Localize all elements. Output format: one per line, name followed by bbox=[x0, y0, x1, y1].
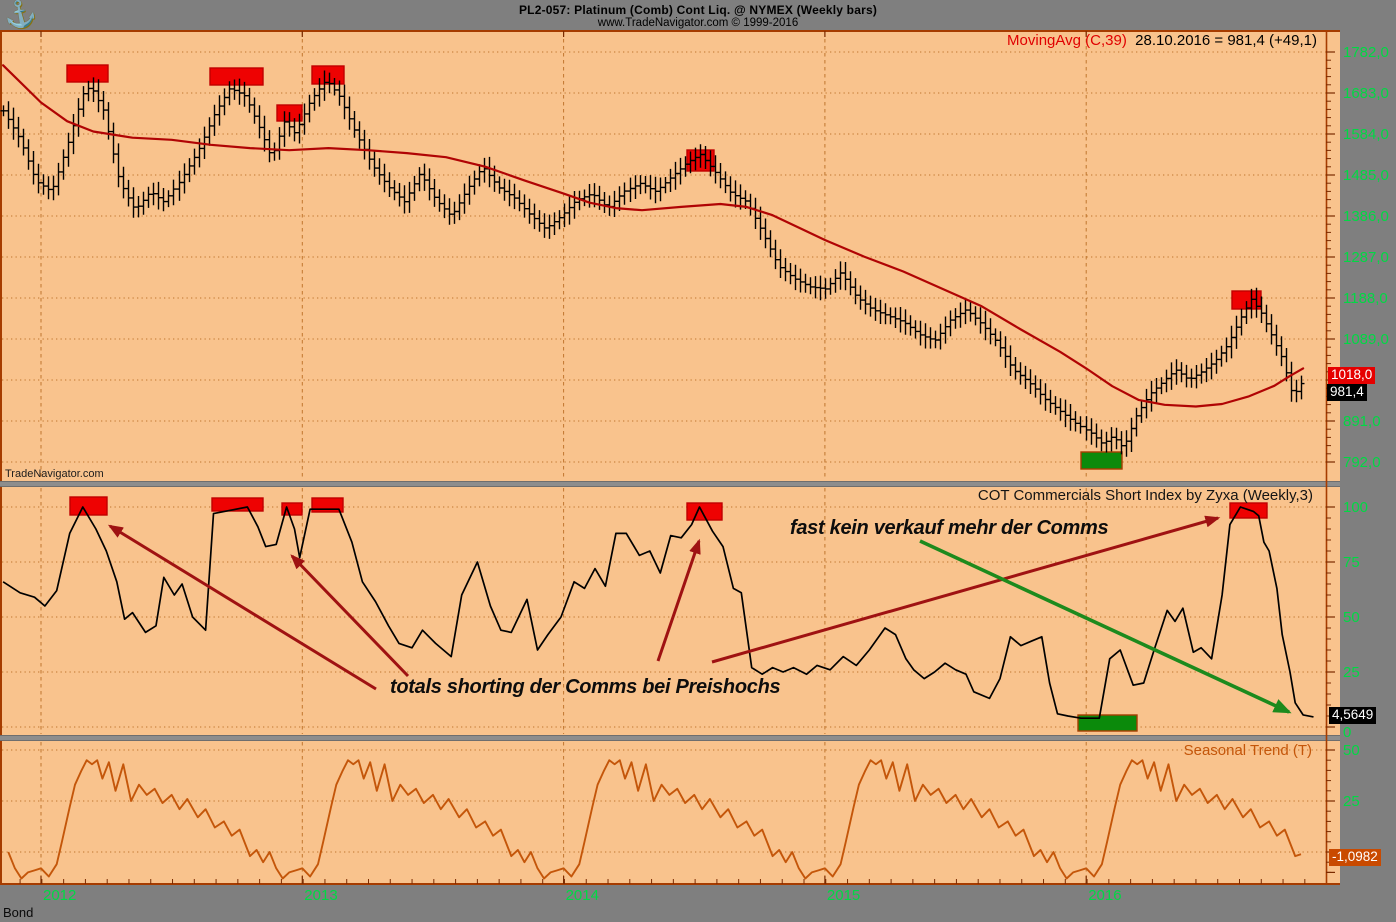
y-axis-label: 0 bbox=[1343, 724, 1352, 741]
watermark: TradeNavigator.com bbox=[5, 468, 104, 480]
y-axis-label: 1683,0 bbox=[1343, 84, 1389, 102]
seasonal-value-box: -1,0982 bbox=[1329, 849, 1381, 866]
y-axis-label: 25 bbox=[1343, 793, 1360, 810]
x-axis-year-label: 2015 bbox=[826, 887, 861, 904]
last-price-box: 981,4 bbox=[1327, 384, 1367, 401]
ma-price-box: 1018,0 bbox=[1328, 367, 1376, 384]
y-axis-label: 792,0 bbox=[1343, 453, 1381, 471]
seasonal-panel bbox=[0, 741, 1340, 885]
y-axis-label: 1089,0 bbox=[1343, 330, 1389, 348]
y-axis-label: 1584,0 bbox=[1343, 125, 1389, 143]
chart-subtitle: www.TradeNavigator.com © 1999-2016 bbox=[597, 17, 799, 29]
y-axis-label: 50 bbox=[1343, 609, 1360, 626]
y-axis-label: 1287,0 bbox=[1343, 248, 1389, 266]
indicator-name: MovingAvg (C,39) bbox=[1007, 32, 1127, 49]
price-panel bbox=[0, 30, 1340, 481]
panel-divider[interactable] bbox=[0, 735, 1340, 741]
title-bar: ⚓ PL2-057: Platinum (Comb) Cont Liq. @ N… bbox=[0, 0, 1396, 32]
y-axis-label: 100 bbox=[1343, 499, 1369, 516]
moving-average-legend[interactable]: MovingAvg (C,39) 28.10.2016 = 981,4 (+49… bbox=[1007, 32, 1317, 49]
annotation-shorting-highs: totals shorting der Comms bei Preishochs bbox=[390, 676, 781, 698]
annotation-no-selling: fast kein verkauf mehr der Comms bbox=[790, 517, 1109, 539]
x-axis-year-label: 2016 bbox=[1088, 887, 1122, 904]
cot-panel-title: COT Commercials Short Index by Zyxa (Wee… bbox=[977, 487, 1313, 504]
y-axis-label: 50 bbox=[1343, 742, 1360, 759]
cot-value-box: 4,5649 bbox=[1329, 707, 1377, 724]
indicator-reading: 28.10.2016 = 981,4 (+49,1) bbox=[1135, 32, 1317, 49]
y-axis-label: 1485,0 bbox=[1343, 166, 1389, 184]
y-axis-label: 1782,0 bbox=[1343, 44, 1389, 61]
x-axis-year-label: 2012 bbox=[43, 887, 77, 904]
x-axis-year-label: 2014 bbox=[565, 887, 599, 904]
y-axis-label: 1188,0 bbox=[1343, 289, 1388, 307]
seasonal-panel-title: Seasonal Trend (T) bbox=[1183, 742, 1312, 759]
x-axis-year-label: 2013 bbox=[304, 887, 338, 904]
y-axis-label: 1386,0 bbox=[1343, 207, 1389, 225]
status-bar-label: Bond bbox=[3, 905, 34, 920]
y-axis-label: 75 bbox=[1343, 554, 1360, 571]
y-axis-label: 25 bbox=[1343, 664, 1360, 681]
y-axis-label: 891,0 bbox=[1343, 412, 1381, 430]
chart-title: PL2-057: Platinum (Comb) Cont Liq. @ NYM… bbox=[518, 3, 878, 17]
panel-divider[interactable] bbox=[0, 481, 1340, 487]
